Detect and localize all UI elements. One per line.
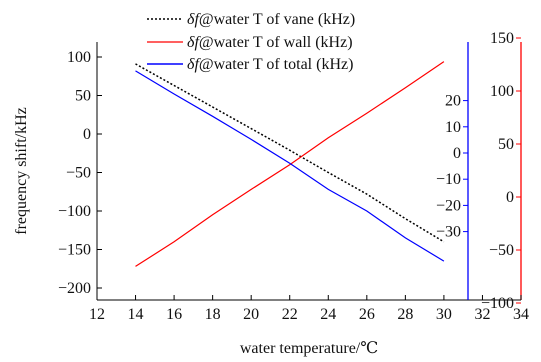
series-line-wall [135,61,445,267]
x-tick-label: 32 [474,306,490,323]
x-tick-label: 12 [89,306,105,323]
x-tick-label: 30 [436,306,452,323]
series-line-vane [135,63,445,243]
x-tick-label: 26 [359,306,375,323]
x-axis-label: water temperature/℃ [240,340,378,357]
left-tick-label: 0 [83,126,91,143]
left-tick-label: 50 [75,88,91,105]
x-tick-label: 16 [166,306,182,323]
x-ticks: 12 14 16 18 20 22 24 26 28 30 32 34 [89,295,529,323]
left-tick-label: −200 [58,280,91,297]
red-tick-label: −100 [481,295,514,312]
red-tick-label: 0 [506,189,514,206]
blue-tick-label: 0 [453,145,461,162]
y-axis-label: frequency shift/kHz [13,107,30,235]
blue-axis-ticks: −30 −20 −10 0 10 20 [436,93,468,241]
left-tick-label: −150 [58,242,91,259]
left-tick-label: −100 [58,203,91,220]
blue-tick-label: 20 [445,93,461,110]
legend: δf@water T of vane (kHz) δf@water T of w… [147,11,355,73]
x-tick-label: 14 [128,306,144,323]
legend-label-total: δf@water T of total (kHz) [187,56,353,73]
red-axis-ticks: −100 −50 0 50 100 150 [481,30,521,312]
x-tick-label: 20 [243,306,259,323]
x-tick-label: 34 [513,306,529,323]
left-tick-label: 100 [67,49,91,66]
red-tick-label: −50 [489,242,514,259]
x-tick-label: 22 [282,306,298,323]
blue-tick-label: −30 [436,224,461,241]
x-tick-label: 24 [320,306,336,323]
red-tick-label: 150 [490,30,514,47]
left-y-ticks: −200 −150 −100 −50 0 50 100 [58,49,102,297]
blue-tick-label: −20 [436,197,461,214]
series-line-total [135,70,445,262]
x-tick-label: 18 [205,306,221,323]
blue-tick-label: 10 [445,119,461,136]
red-tick-label: 100 [490,83,514,100]
legend-label-vane: δf@water T of vane (kHz) [187,11,355,28]
x-tick-label: 28 [397,306,413,323]
legend-label-wall: δf@water T of wall (kHz) [187,34,353,51]
left-tick-label: −50 [66,165,91,182]
blue-tick-label: −10 [436,171,461,188]
red-tick-label: 50 [498,136,514,153]
series-lines [135,61,445,267]
